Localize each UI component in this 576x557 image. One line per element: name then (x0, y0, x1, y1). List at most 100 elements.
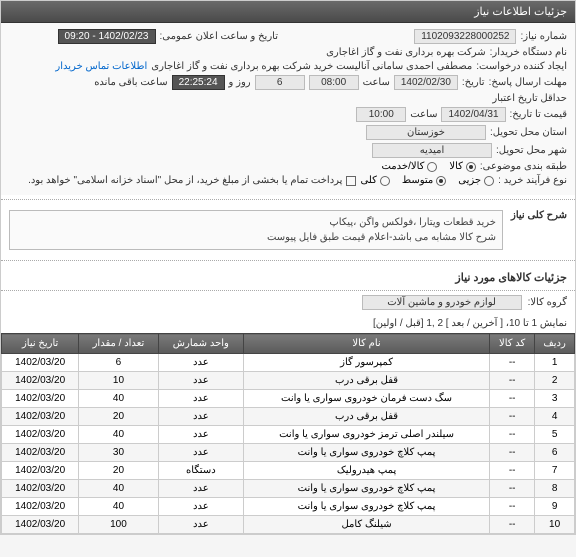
table-cell: عدد (158, 390, 243, 408)
deadline-time: 08:00 (309, 75, 359, 90)
table-cell: 30 (79, 444, 158, 462)
table-cell: قفل برقی درب (244, 408, 490, 426)
main-container: جزئیات اطلاعات نیاز شماره نیاز: 11020932… (0, 0, 576, 535)
table-cell: 4 (535, 408, 575, 426)
table-row[interactable]: 9--پمپ کلاچ خودروی سواری یا وانتعدد40140… (2, 498, 575, 516)
pay-checkbox[interactable] (346, 176, 356, 186)
radio-icon (484, 176, 494, 186)
table-cell: پمپ هیدرولیک (244, 462, 490, 480)
table-cell: 1402/03/20 (2, 498, 79, 516)
table-cell: 20 (79, 408, 158, 426)
table-row[interactable]: 7--پمپ هیدرولیکدستگاه201402/03/20 (2, 462, 575, 480)
table-cell: 100 (79, 516, 158, 534)
radio-service[interactable]: کالا/خدمت (381, 161, 437, 172)
section-header: جزئیات اطلاعات نیاز (1, 1, 575, 23)
table-row[interactable]: 8--پمپ کلاچ خودروی سواری یا وانتعدد40140… (2, 480, 575, 498)
table-cell: 5 (535, 426, 575, 444)
pay-note: پرداخت تمام یا بخشی از مبلغ خرید، از محل… (28, 175, 342, 186)
table-cell: عدد (158, 498, 243, 516)
table-cell: 1402/03/20 (2, 480, 79, 498)
table-row[interactable]: 4--قفل برقی دربعدد201402/03/20 (2, 408, 575, 426)
table-row[interactable]: 2--قفل برقی دربعدد101402/03/20 (2, 372, 575, 390)
deadline-time-label: ساعت (363, 77, 390, 88)
creator-value: مصطفی احمدی سامانی آنالیست خرید شرکت بهر… (151, 61, 472, 72)
need-no-value: 1102093228000252 (414, 29, 516, 44)
announce-value: 1402/02/23 - 09:20 (58, 29, 156, 44)
buyer-label: نام دستگاه خریدار: (490, 47, 567, 58)
divider (1, 260, 575, 261)
radio-c[interactable]: کلی (360, 175, 389, 186)
table-cell: 3 (535, 390, 575, 408)
table-row[interactable]: 1--کمپرسور گازعدد61402/03/20 (2, 354, 575, 372)
radio-icon (427, 162, 437, 172)
table-cell: -- (490, 498, 535, 516)
table-header-cell: واحد شمارش (158, 334, 243, 354)
remain-label: ساعت باقی مانده (94, 77, 167, 88)
group-label: گروه کالا: (528, 297, 567, 308)
table-cell: -- (490, 426, 535, 444)
table-cell: 9 (535, 498, 575, 516)
table-cell: 1402/03/20 (2, 408, 79, 426)
items-table: ردیفکد کالانام کالاواحد شمارشتعداد / مقد… (1, 333, 575, 534)
table-cell: 40 (79, 426, 158, 444)
credit-label: حداقل تاریخ اعتبار (492, 93, 567, 104)
desc-line1: خرید قطعات ویتارا ،فولکس واگن ،پیکاپ (16, 215, 496, 230)
table-cell: قفل برقی درب (244, 372, 490, 390)
table-row[interactable]: 10--شیلنگ کاملعدد1001402/03/20 (2, 516, 575, 534)
items-section-title: جزئیات کالاهای مورد نیاز (1, 265, 575, 291)
table-row[interactable]: 5--سیلندر اصلی ترمز خودروی سواری یا وانت… (2, 426, 575, 444)
radio-icon (466, 162, 476, 172)
table-cell: 6 (79, 354, 158, 372)
header-title: جزئیات اطلاعات نیاز (474, 6, 567, 18)
announce-label: تاریخ و ساعت اعلان عمومی: (160, 31, 279, 42)
buyer-value: شرکت بهره برداری نفت و گاز اغاجاری (326, 47, 486, 58)
desc-box: خرید قطعات ویتارا ،فولکس واگن ،پیکاپ شرح… (9, 210, 503, 250)
group-value: لوازم خودرو و ماشین آلات (362, 295, 522, 310)
table-cell: 2 (535, 372, 575, 390)
table-cell: سگ دست فرمان خودروی سواری یا وانت (244, 390, 490, 408)
table-cell: 1402/03/20 (2, 462, 79, 480)
table-cell: -- (490, 516, 535, 534)
group-row: گروه کالا: لوازم خودرو و ماشین آلات (1, 291, 575, 314)
table-header-row: ردیفکد کالانام کالاواحد شمارشتعداد / مقد… (2, 334, 575, 354)
table-row[interactable]: 6--پمپ کلاچ خودروی سواری یا وانتعدد30140… (2, 444, 575, 462)
credit-time: 10:00 (356, 107, 406, 122)
table-cell: عدد (158, 408, 243, 426)
table-cell: دستگاه (158, 462, 243, 480)
table-body: 1--کمپرسور گازعدد61402/03/202--قفل برقی … (2, 354, 575, 534)
contact-link[interactable]: اطلاعات تماس خریدار (55, 61, 147, 72)
table-cell: 1402/03/20 (2, 390, 79, 408)
radio-goods[interactable]: کالا (449, 161, 476, 172)
pager[interactable]: نمایش 1 تا 10، [ آخرین / بعد ] 2 ,1 [قبل… (1, 314, 575, 333)
table-cell: کمپرسور گاز (244, 354, 490, 372)
table-cell: 1402/03/20 (2, 354, 79, 372)
table-cell: عدد (158, 354, 243, 372)
radio-a[interactable]: جزیی (458, 175, 494, 186)
table-header-cell: کد کالا (490, 334, 535, 354)
type-label: نوع فرآیند خرید : (498, 175, 567, 186)
table-cell: 1402/03/20 (2, 444, 79, 462)
info-section: شماره نیاز: 1102093228000252 تاریخ و ساع… (1, 23, 575, 195)
table-cell: -- (490, 480, 535, 498)
table-cell: 6 (535, 444, 575, 462)
credit-time-label: ساعت (410, 109, 437, 120)
radio-goods-label: کالا (449, 161, 463, 172)
table-row[interactable]: 3--سگ دست فرمان خودروی سواری یا وانتعدد4… (2, 390, 575, 408)
radio-c-label: کلی (360, 175, 376, 186)
table-cell: 1402/03/20 (2, 372, 79, 390)
radio-b[interactable]: متوسط (402, 175, 446, 186)
table-cell: -- (490, 408, 535, 426)
table-cell: سیلندر اصلی ترمز خودروی سواری یا وانت (244, 426, 490, 444)
table-cell: 1402/03/20 (2, 516, 79, 534)
table-cell: عدد (158, 444, 243, 462)
radio-icon (380, 176, 390, 186)
days-label: روز و (229, 77, 251, 88)
deadline-to-label: تاریخ: (462, 77, 485, 88)
days-value: 6 (255, 75, 305, 90)
credit-label2: قیمت تا تاریخ: (510, 109, 567, 120)
table-header-cell: تاریخ نیاز (2, 334, 79, 354)
table-cell: عدد (158, 480, 243, 498)
table-cell: عدد (158, 426, 243, 444)
table-cell: 1 (535, 354, 575, 372)
table-cell: پمپ کلاچ خودروی سواری یا وانت (244, 444, 490, 462)
